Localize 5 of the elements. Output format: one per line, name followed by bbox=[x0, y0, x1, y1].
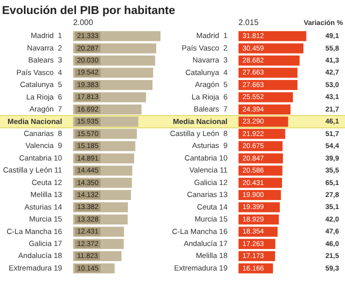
chart-subtitle: 2.015 bbox=[238, 18, 260, 28]
chart-subtitle: 2.000 bbox=[73, 18, 94, 28]
bar bbox=[238, 43, 304, 54]
bar bbox=[238, 31, 306, 42]
chart-title: Evolución del PIB por habitante bbox=[2, 5, 176, 17]
